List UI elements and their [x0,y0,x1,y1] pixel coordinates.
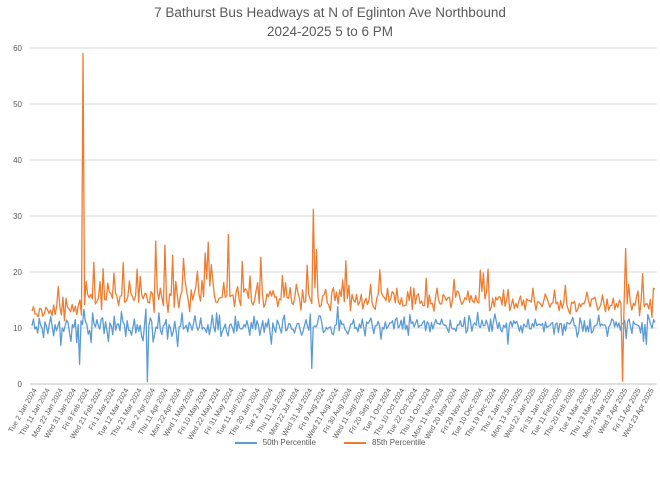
y-tick-label: 40 [13,156,22,165]
series-lines [31,52,656,383]
legend-item-85th: 85th Percentile [344,438,425,447]
legend-item-50th: 50th Percentile [234,438,316,447]
gridlines [30,47,657,385]
y-tick-label: 60 [13,44,22,53]
y-tick-label: 10 [13,324,22,333]
series-line-85th-percentile [31,52,656,382]
series-line-50th-percentile [31,306,656,383]
legend-swatch-50th [234,441,257,444]
y-tick-label: 30 [13,212,22,221]
legend-label-50th: 50th Percentile [262,438,316,447]
y-axis-tick-labels: 0 10 20 30 40 50 60 [13,44,22,389]
legend-label-85th: 85th Percentile [372,438,426,447]
legend-swatch-85th [344,441,366,444]
chart-title: 7 Bathurst Bus Headways at N of Eglinton… [154,5,506,20]
y-tick-label: 50 [13,100,22,109]
y-tick-label: 0 [18,380,23,389]
legend: 50th Percentile 85th Percentile [0,438,660,447]
y-tick-label: 20 [13,268,22,277]
chart-subtitle: 2024-2025 5 to 6 PM [266,24,394,39]
